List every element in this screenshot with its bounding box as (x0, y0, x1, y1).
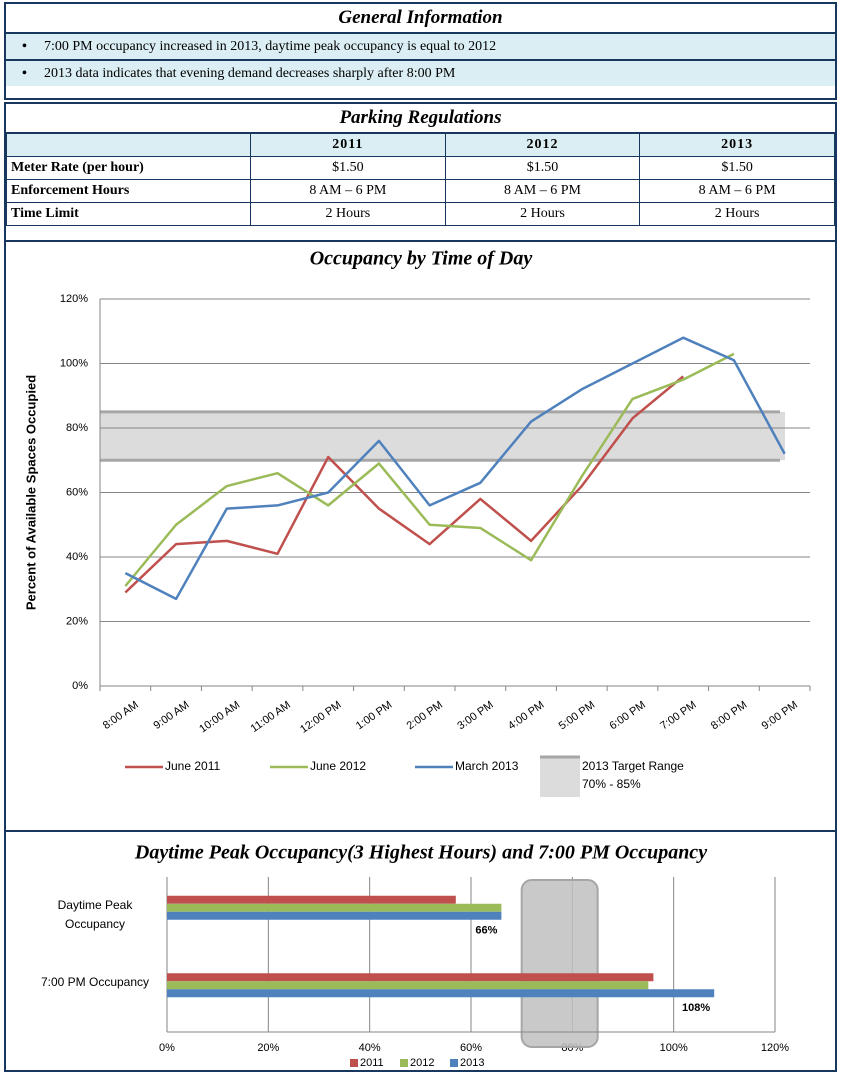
x-tick-label: 7:00 PM (658, 699, 698, 732)
series-line (124, 336, 786, 601)
x-tick-label: 1:00 PM (354, 699, 394, 732)
bar-chart-section (4, 830, 837, 1072)
legend-label: 70% - 85% (582, 777, 641, 791)
bullet: 2013 data indicates that evening demand … (6, 59, 835, 86)
target-range (520, 879, 599, 1048)
cell: 2012 (444, 133, 641, 157)
y-tick-label: 20% (66, 615, 88, 627)
x-tick-label: 10:00 AM (197, 699, 242, 735)
cell: 2013 (639, 133, 835, 157)
cell: 2 Hours (250, 202, 446, 226)
legend-label: 2013 Target Range (582, 759, 684, 773)
bar (167, 911, 502, 920)
value-label: 108% (682, 1002, 710, 1014)
legend-label: March 2013 (455, 759, 519, 773)
y-tick-label: 60% (66, 486, 88, 498)
legend-swatch (540, 757, 580, 797)
cell: 2 Hours (639, 202, 835, 226)
y-tick-label: 0% (72, 680, 88, 692)
x-tick-label: 100% (660, 1042, 688, 1054)
series-line (124, 375, 685, 594)
y-tick-label: Daytime Peak Occupancy (57, 897, 133, 931)
y-tick-label: 120% (60, 293, 88, 305)
bar (167, 895, 456, 904)
series-line (124, 352, 735, 587)
legend-label: June 2011 (165, 759, 220, 773)
cell: 2011 (250, 133, 446, 157)
x-tick-label: 5:00 PM (557, 699, 597, 732)
x-tick-label: 11:00 AM (249, 699, 293, 735)
cell: 8 AM – 6 PM (639, 179, 835, 203)
bar-chart: Daytime Peak Occupancy(3 Highest Hours) … (134, 842, 789, 1069)
cell: $1.50 (639, 156, 835, 180)
x-tick-label: 9:00 PM (760, 699, 800, 732)
parking-regulations: Parking Regulations 2011 2012 2013 Meter R… (4, 102, 837, 242)
cell: Enforcement Hours (6, 179, 251, 203)
chart-title: Daytime Peak Occupancy(3 Highest Hours) … (134, 842, 707, 864)
legend-swatch (350, 1059, 358, 1067)
bar (167, 903, 502, 912)
x-tick-label: 8:00 AM (101, 699, 141, 732)
bar (167, 989, 715, 998)
cell: 8 AM – 6 PM (444, 179, 641, 203)
y-tick-label: 80% (66, 422, 88, 434)
legend-swatch (450, 1059, 458, 1067)
cell: Meter Rate (per hour) (6, 156, 251, 180)
legend-label: 2011 (360, 1057, 384, 1069)
x-tick-label: 12:00 PM (298, 699, 343, 736)
legend-label: 2012 (410, 1057, 434, 1069)
value-label: 66% (475, 925, 497, 937)
cell: $1.50 (250, 156, 446, 180)
x-tick-label: 120% (761, 1042, 789, 1054)
y-tick-label: 40% (66, 551, 88, 563)
x-tick-label: 9:00 AM (152, 699, 192, 732)
x-tick-label: 20% (257, 1042, 279, 1054)
general-information: General Information 7:00 PM occupancy in… (4, 2, 837, 100)
bar (167, 973, 654, 982)
legend-label: June 2012 (310, 759, 366, 773)
x-tick-label: 0% (159, 1042, 175, 1054)
y-tick-label: 7:00 PM Occupancy (40, 975, 150, 990)
x-tick-label: 60% (460, 1042, 482, 1054)
target-range (100, 411, 786, 461)
cell (6, 133, 251, 157)
x-tick-label: 6:00 PM (607, 699, 647, 732)
x-tick-label: 3:00 PM (455, 699, 495, 732)
regulations-table: 2011 2012 2013 Meter Rate (per hour) $1.50 $… (6, 133, 835, 226)
bullet: 7:00 PM occupancy increased in 2013, day… (6, 32, 835, 59)
y-axis-label: Percent of Available Spaces Occupied (23, 375, 38, 610)
y-tick-label: 100% (60, 357, 88, 369)
cell: Time Limit (6, 202, 251, 226)
legend-label: 2013 (460, 1057, 484, 1069)
cell: 2 Hours (444, 202, 641, 226)
x-tick-label: 2:00 PM (405, 699, 445, 732)
x-tick-label: 40% (359, 1042, 381, 1054)
cell: $1.50 (444, 156, 641, 180)
section-title: General Information (338, 7, 503, 28)
legend-swatch (400, 1059, 408, 1067)
cell: 8 AM – 6 PM (250, 179, 446, 203)
section-title: Parking Regulations (6, 104, 835, 133)
bar (167, 981, 649, 990)
chart-title: Occupancy by Time of Day (310, 248, 533, 270)
x-tick-label: 4:00 PM (506, 699, 546, 732)
x-tick-label: 8:00 PM (709, 699, 749, 732)
line-chart: Occupancy by Time of Day Percent of Avail… (23, 248, 811, 797)
